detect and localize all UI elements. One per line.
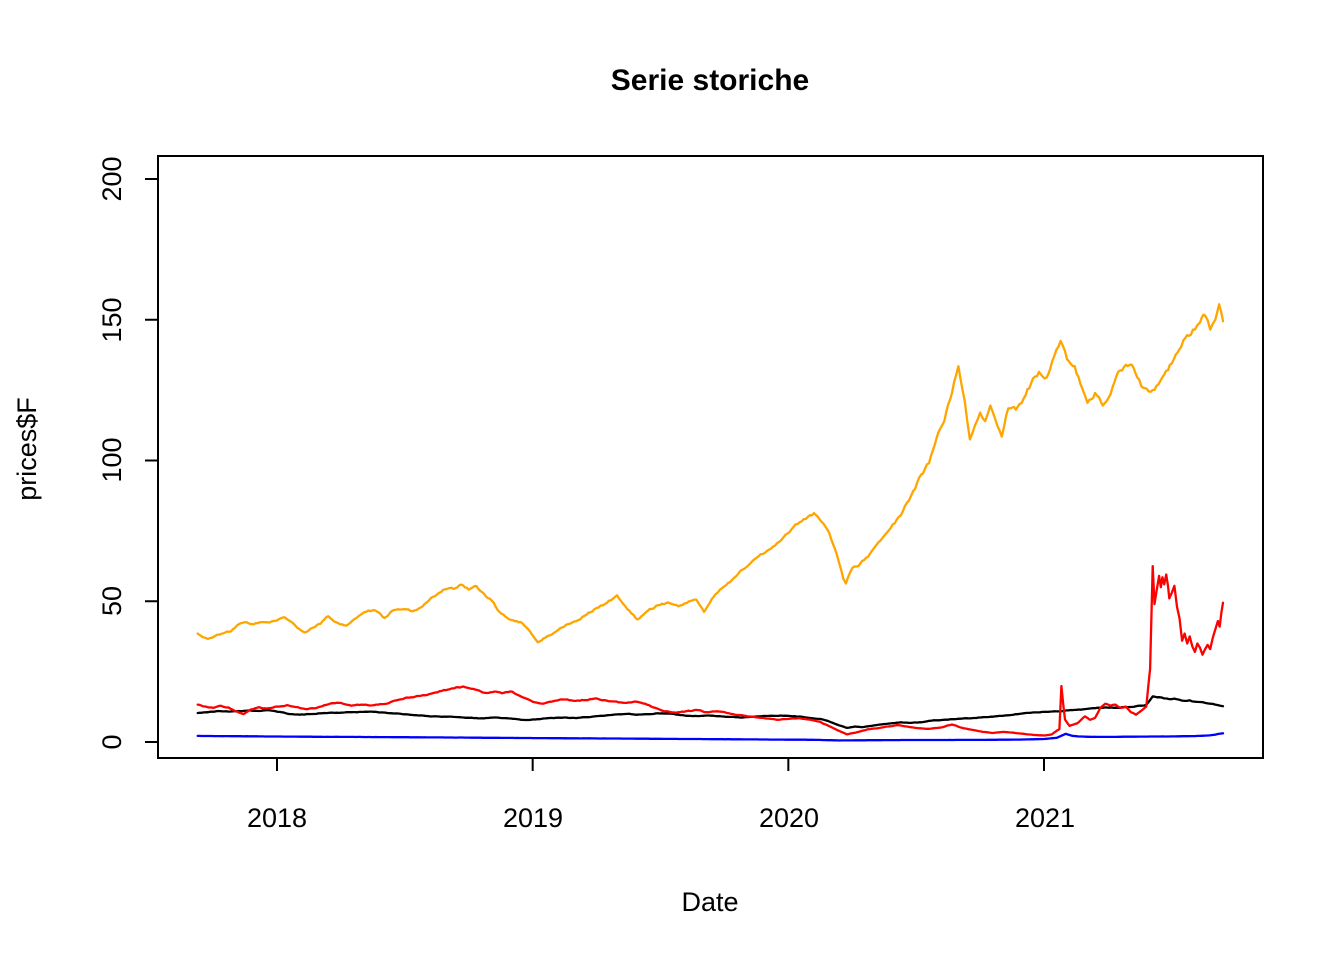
series-lines — [196, 303, 1225, 742]
x-axis-label: Date — [681, 887, 738, 917]
x-tick-label-2019: 2019 — [503, 803, 563, 833]
y-tick-label-50: 50 — [97, 586, 127, 616]
y-axis-ticks — [145, 178, 158, 743]
x-tick-label-2020: 2020 — [759, 803, 819, 833]
orange-series-line — [196, 303, 1225, 644]
x-tick-label-2018: 2018 — [247, 803, 307, 833]
x-tick-label-2021: 2021 — [1015, 803, 1075, 833]
y-tick-label-100: 100 — [97, 437, 127, 482]
chart-title: Serie storiche — [611, 64, 809, 97]
red-series-line — [196, 564, 1225, 737]
x-axis-ticks — [276, 758, 1046, 771]
y-tick-label-0: 0 — [97, 734, 127, 749]
plot-border — [157, 155, 1264, 759]
y-tick-label-200: 200 — [97, 156, 127, 201]
blue-series-line — [196, 732, 1225, 742]
black-series-line — [196, 695, 1225, 730]
y-axis-label: prices$F — [12, 397, 42, 501]
y-tick-label-150: 150 — [97, 297, 127, 342]
